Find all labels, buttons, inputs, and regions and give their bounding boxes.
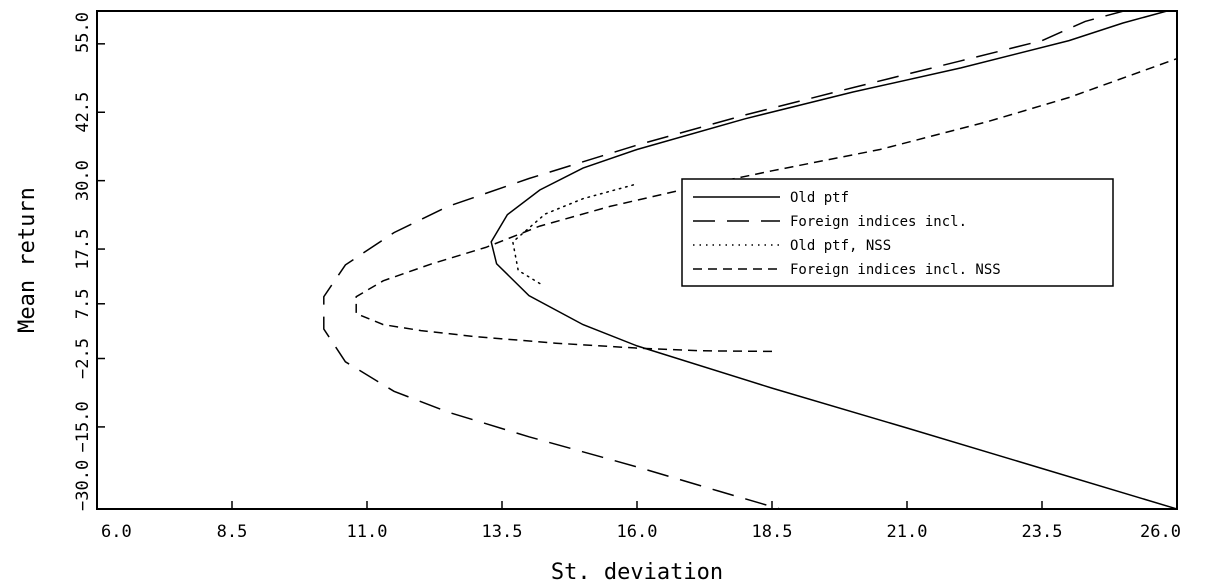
y-tick-label: −15.0: [73, 401, 93, 452]
x-tick-label: 6.0: [101, 522, 132, 542]
x-tick-label: 18.5: [752, 522, 793, 542]
series-line-2: [323, 11, 1127, 509]
x-tick-label: 21.0: [887, 522, 928, 542]
x-tick-label: 13.5: [482, 522, 523, 542]
series-layer: [323, 11, 1177, 509]
y-tick-label: 42.5: [73, 92, 93, 133]
y-tick-label: 30.0: [73, 160, 93, 201]
x-tick-label: 16.0: [617, 522, 658, 542]
x-axis-label: St. deviation: [551, 560, 723, 584]
x-tick-label: 8.5: [217, 522, 248, 542]
x-tick-label: 26.0: [1140, 522, 1181, 542]
y-axis: −30.0 −15.0 −2.5 7.5 17.5 30.0 42.5 55.0: [73, 12, 105, 511]
y-axis-label: Mean return: [15, 187, 40, 333]
legend-label: Old ptf: [790, 190, 849, 206]
series-line-4: [355, 57, 1177, 353]
x-tick-label: 11.0: [347, 522, 388, 542]
y-tick-label: 7.5: [73, 288, 93, 319]
y-tick-label: 17.5: [73, 229, 93, 270]
legend-label: Foreign indices incl. NSS: [790, 262, 1001, 278]
legend-label: Foreign indices incl.: [790, 214, 967, 230]
legend: Old ptf Foreign indices incl. Old ptf, NSS…: [681, 178, 1114, 287]
series-line-1: [490, 11, 1177, 509]
y-tick-label: 55.0: [73, 12, 93, 53]
x-tick-label: 23.5: [1022, 522, 1063, 542]
y-tick-label: −2.5: [73, 338, 93, 379]
series-line-3: [511, 183, 638, 285]
y-tick-label: −30.0: [73, 460, 93, 511]
legend-label: Old ptf, NSS: [790, 238, 891, 254]
x-axis: 6.0 8.5 11.0 13.5 16.0 18.5 21.0 23.5 26.0: [96, 501, 1181, 542]
